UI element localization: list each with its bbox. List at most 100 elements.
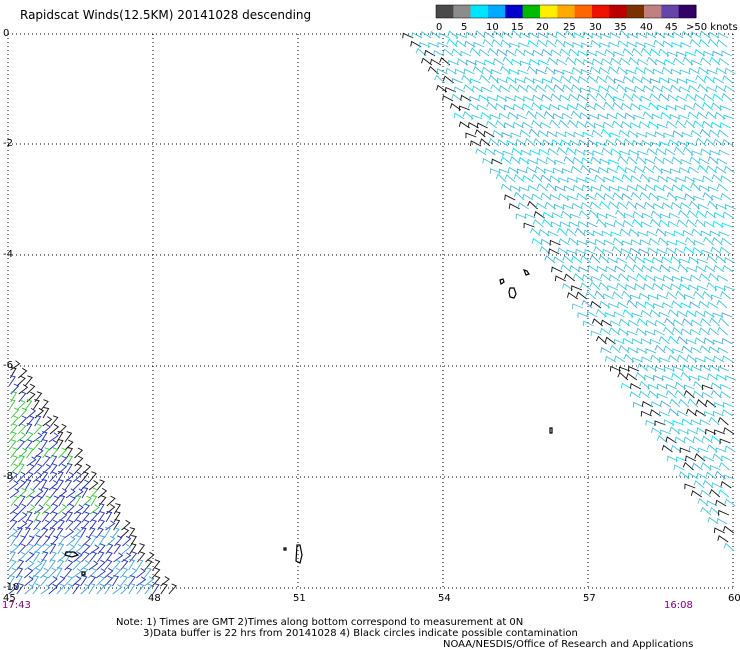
- wind-barb: [558, 238, 570, 246]
- wind-barb: [621, 290, 633, 300]
- wind-barb: [614, 355, 626, 363]
- wind-barb: [656, 248, 668, 255]
- wind-barb: [643, 201, 655, 210]
- longitude-labels: 45 48 51 54 57 60: [3, 593, 740, 604]
- wind-barb: [547, 147, 559, 156]
- wind-barb: [496, 48, 508, 57]
- wind-barb: [32, 399, 40, 411]
- island-outlines: [64, 269, 553, 576]
- wind-barb: [88, 471, 97, 483]
- wind-barb: [689, 200, 701, 210]
- wind-barb: [63, 567, 73, 579]
- wind-barb: [104, 567, 114, 579]
- wind-barb: [525, 166, 537, 174]
- wind-barb: [583, 149, 595, 156]
- wind-barb: [610, 148, 622, 156]
- wind-barb: [8, 575, 16, 587]
- wind-barb: [39, 567, 50, 579]
- wind-barb: [690, 365, 703, 372]
- wind-barb: [112, 527, 120, 539]
- wind-barb: [644, 158, 656, 165]
- wind-barb: [696, 472, 708, 480]
- wind-barb: [33, 519, 42, 531]
- legend-swatch: [540, 5, 558, 18]
- wind-barb: [700, 462, 712, 471]
- wind-barb: [685, 338, 697, 345]
- wind-barb: [555, 31, 567, 39]
- wind-barb: [654, 59, 667, 66]
- wind-barb: [474, 129, 486, 138]
- wind-barb: [689, 301, 701, 309]
- wind-barb: [635, 184, 647, 192]
- wind-barb: [24, 399, 33, 411]
- wind-barb: [627, 365, 640, 372]
- wind-barb: [613, 311, 625, 318]
- wind-barb: [478, 94, 490, 102]
- wind-barb: [490, 83, 502, 93]
- wind-barb: [712, 339, 724, 346]
- wind-barb: [717, 509, 730, 516]
- wind-barb: [567, 237, 579, 246]
- wind-barb: [627, 319, 639, 327]
- wind-barb: [33, 511, 41, 523]
- wind-barb: [618, 29, 630, 39]
- wind-barb: [680, 184, 692, 192]
- wind-barb: [577, 75, 589, 84]
- wind-barb: [719, 246, 731, 255]
- wind-barb: [48, 480, 59, 491]
- wind-barb: [531, 193, 543, 201]
- wind-barb: [456, 33, 468, 40]
- wind-barb: [537, 32, 549, 39]
- wind-barb: [586, 50, 598, 57]
- wind-barb: [40, 479, 48, 491]
- wind-barb: [659, 141, 671, 147]
- wind-barb: [539, 245, 551, 255]
- wind-barb: [613, 220, 625, 228]
- wind-barb: [653, 156, 665, 165]
- wind-barb: [691, 150, 703, 157]
- wind-barb: [518, 186, 530, 193]
- wind-barb: [57, 543, 65, 555]
- wind-barb: [500, 183, 512, 192]
- wind-barb: [56, 527, 64, 539]
- wind-barb: [556, 227, 568, 237]
- wind-barb: [599, 184, 611, 192]
- wind-barb: [524, 213, 536, 220]
- wind-barb: [82, 495, 92, 507]
- wind-barb: [40, 439, 48, 451]
- wind-barb: [629, 247, 641, 255]
- wind-barb: [649, 93, 661, 102]
- wind-barb: [712, 220, 724, 228]
- wind-barb: [691, 228, 703, 237]
- wind-barb: [707, 155, 719, 165]
- wind-barb: [650, 401, 663, 408]
- wind-barb: [545, 156, 557, 165]
- wind-barb: [402, 32, 414, 39]
- wind-barb: [580, 202, 592, 210]
- wind-barb: [713, 355, 725, 363]
- wind-barb: [676, 78, 688, 84]
- wind-barb: [697, 258, 709, 265]
- wind-barb: [82, 535, 92, 547]
- wind-barb: [693, 177, 705, 184]
- wind-barb: [554, 275, 567, 282]
- wind-barb: [706, 165, 717, 174]
- wind-barb: [686, 266, 698, 273]
- wind-barb: [492, 129, 504, 138]
- wind-barb: [98, 535, 106, 547]
- wind-barb: [42, 495, 51, 507]
- wind-barb: [522, 175, 534, 183]
- wind-barb: [590, 186, 602, 192]
- wind-barb: [641, 212, 653, 219]
- wind-barb: [72, 559, 82, 571]
- wind-barb: [473, 41, 485, 48]
- wind-barb: [647, 121, 659, 129]
- wind-barb: [25, 423, 33, 435]
- wind-barb: [717, 535, 729, 543]
- wind-barb: [572, 303, 584, 310]
- wind-barb: [638, 390, 650, 399]
- wind-barb: [710, 246, 722, 255]
- wind-barb: [523, 76, 535, 84]
- wind-barb: [681, 30, 693, 39]
- wind-barb: [564, 273, 576, 282]
